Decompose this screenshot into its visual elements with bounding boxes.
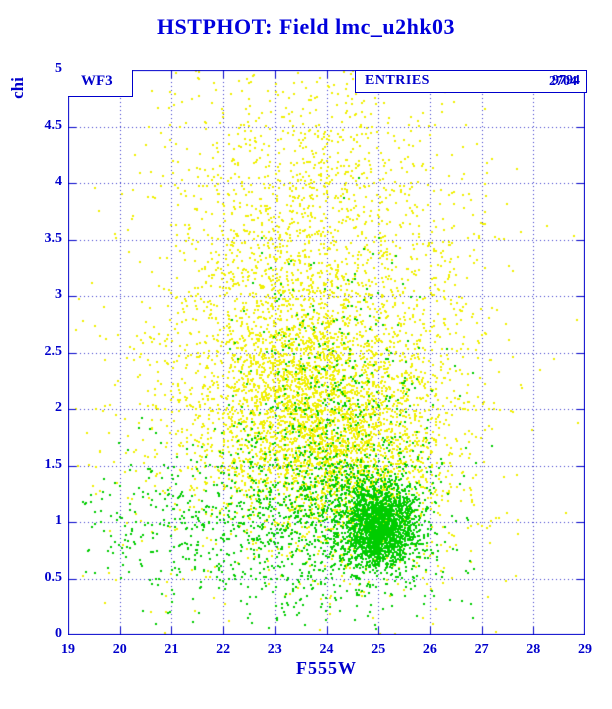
x-tick-label: 23	[267, 642, 282, 657]
chart-title: HSTPHOT: Field lmc_u2hk03	[156, 14, 456, 39]
stats-entries-value-2: 2704	[549, 74, 577, 89]
x-tick-label: 22	[216, 642, 231, 657]
x-tick-label: 24	[319, 642, 334, 657]
x-tick-label: 20	[112, 642, 127, 657]
y-tick-label: 4	[55, 174, 62, 189]
x-tick-label: 28	[526, 642, 541, 657]
y-tick-label: 2.5	[44, 343, 63, 359]
scatter-plot-canvas	[68, 70, 585, 635]
y-tick-label: 0.5	[44, 569, 63, 585]
x-tick-label: 19	[61, 642, 75, 657]
y-tick-label: 2	[55, 400, 62, 415]
x-tick-label: 25	[371, 642, 386, 657]
stats-entries-value-1: 9794	[552, 73, 580, 88]
stats-entries-label: ENTRIES	[365, 73, 430, 88]
x-tick-label: 21	[164, 642, 179, 657]
x-tick-label: 27	[474, 642, 489, 657]
y-tick-label: 1	[55, 513, 62, 528]
y-axis-label: chi	[8, 77, 27, 99]
chip-label: WF3	[81, 73, 113, 89]
chip-label-box: WF3	[68, 70, 133, 97]
stats-box: ENTRIES 9794 2704	[355, 70, 587, 93]
x-tick-label: 26	[422, 642, 437, 657]
y-tick-label: 3.5	[44, 230, 63, 246]
y-tick-label: 3	[55, 287, 62, 302]
y-tick-label: 5	[55, 61, 62, 76]
x-axis-label: F555W	[296, 658, 357, 678]
y-tick-label: 0	[55, 626, 62, 641]
y-tick-label: 1.5	[44, 456, 63, 472]
y-tick-label: 4.5	[44, 117, 63, 133]
x-tick-label: 29	[578, 642, 592, 657]
